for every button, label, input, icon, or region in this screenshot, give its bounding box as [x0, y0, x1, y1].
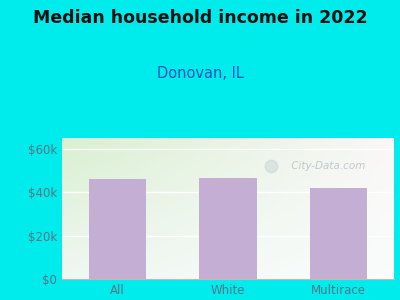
Bar	[199, 178, 257, 279]
Text: Median household income in 2022: Median household income in 2022	[33, 9, 367, 27]
Bar	[310, 188, 368, 279]
Bar	[88, 179, 146, 279]
Text: City-Data.com: City-Data.com	[288, 161, 365, 171]
Text: Donovan, IL: Donovan, IL	[156, 66, 244, 81]
